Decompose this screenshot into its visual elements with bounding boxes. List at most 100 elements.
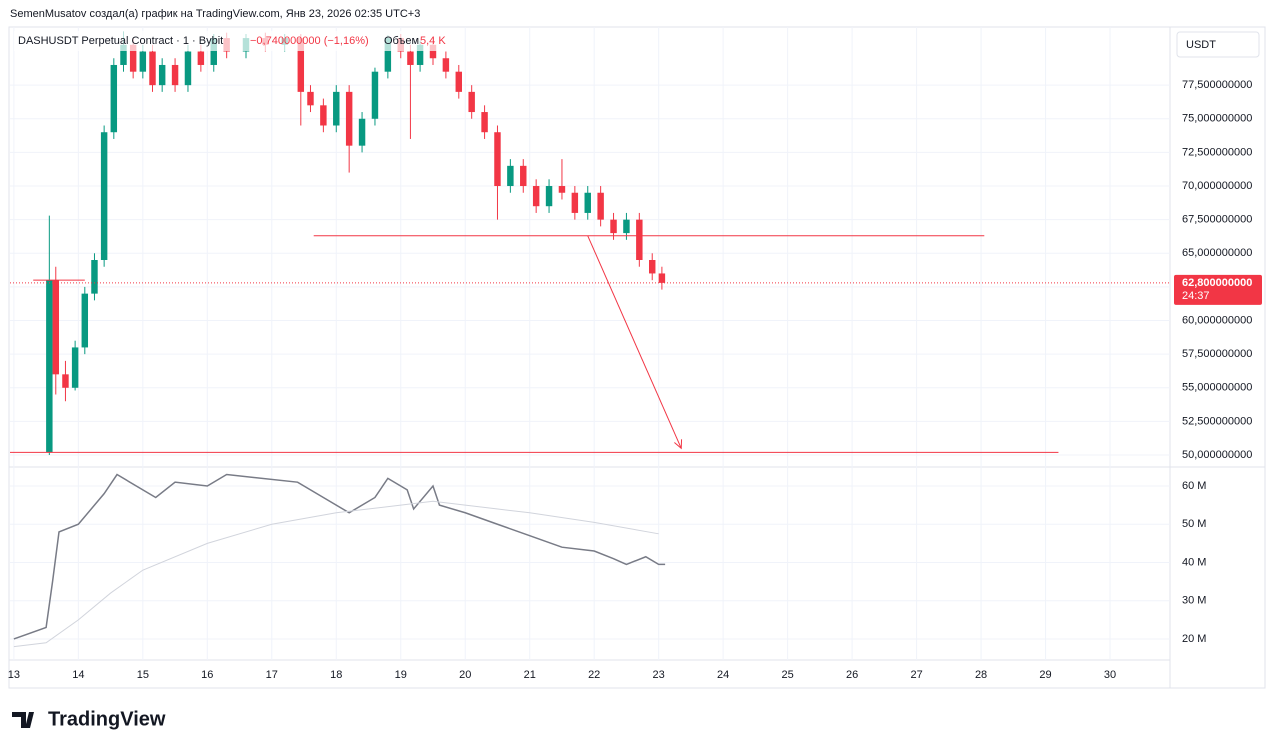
legend-backdrop <box>14 31 459 51</box>
candle-body <box>358 118 366 146</box>
candle-body <box>429 44 437 59</box>
candle-body <box>416 44 424 65</box>
candle-body <box>62 374 69 388</box>
candle-body <box>129 44 137 72</box>
candle-body <box>507 165 514 187</box>
candle-body <box>100 132 108 260</box>
candle-body <box>81 293 89 348</box>
y-tick-label: 50 M <box>1182 518 1206 530</box>
candle-body <box>210 38 217 65</box>
last-price-tag <box>1174 274 1262 305</box>
y-tick-label: 60 M <box>1182 480 1206 492</box>
x-tick-label: 13 <box>8 669 20 681</box>
x-tick-label: 17 <box>266 669 278 681</box>
y-tick-label: 65,000000000 <box>1182 247 1252 259</box>
y-tick-label: 30 M <box>1182 595 1206 607</box>
candle-body <box>597 192 604 220</box>
candle-body <box>139 51 147 72</box>
candle-body <box>71 347 79 388</box>
y-tick-label: 20 M <box>1182 633 1206 645</box>
candle-body <box>407 51 414 65</box>
x-tick-label: 14 <box>72 669 84 681</box>
candle-body <box>623 219 630 234</box>
candle-body <box>520 165 527 187</box>
frame <box>8 26 1266 689</box>
candle-body <box>120 44 127 65</box>
y-tick-label: 72,500000000 <box>1182 146 1252 158</box>
x-tick-label: 20 <box>459 669 471 681</box>
candle-body <box>333 91 340 126</box>
candle-body <box>636 219 643 260</box>
candle-body <box>468 91 475 113</box>
arrow-head <box>674 439 683 450</box>
legend-volume-label: Объем <box>384 35 419 47</box>
x-tick-label: 23 <box>653 669 665 681</box>
x-tick-label: 29 <box>1039 669 1051 681</box>
candle-body <box>307 91 314 106</box>
x-tick-label: 19 <box>395 669 407 681</box>
y-tick-label: 70,000000000 <box>1182 180 1252 192</box>
y-tick-label: 40 M <box>1182 556 1206 568</box>
candle-body <box>91 260 98 294</box>
candle-body <box>658 273 666 283</box>
indicator-line <box>13 473 666 640</box>
currency[interactable]: USDT <box>1186 39 1216 51</box>
x-tick-label: 27 <box>910 669 922 681</box>
drawing-line <box>587 235 682 449</box>
x-tick-label: 16 <box>201 669 213 681</box>
y-tick-label: 67,500000000 <box>1182 214 1252 226</box>
legend-volume-value: 5,4 K <box>420 35 446 47</box>
candle-body <box>184 51 192 86</box>
candle-body <box>52 280 60 375</box>
y-tick-label: 55,000000000 <box>1182 382 1252 394</box>
legend-symbol: DASHUSDT Perpetual Contract · 1 · Bybit <box>18 35 223 47</box>
candle-body <box>320 105 327 126</box>
y-tick-label: 75,000000000 <box>1182 113 1252 125</box>
candle-body <box>455 71 463 92</box>
currency-button[interactable] <box>1176 31 1260 58</box>
indicator-line <box>13 500 659 648</box>
y-tick-label: 52,500000000 <box>1182 415 1252 427</box>
x-tick-label: 18 <box>330 669 342 681</box>
y-tick-label: 50,000000000 <box>1182 449 1252 461</box>
last-price-label: 62,800000000 <box>1182 277 1252 289</box>
logo-text: TradingView <box>48 708 166 730</box>
candle-body <box>571 192 579 213</box>
candle-body <box>171 64 179 86</box>
candle-body <box>558 186 566 193</box>
candle-body <box>158 64 166 86</box>
logo-icon <box>12 712 34 728</box>
logo: TradingView <box>12 708 166 730</box>
candle-body <box>110 64 118 133</box>
candle-body <box>345 91 353 146</box>
x-tick-label: 26 <box>846 669 858 681</box>
x-tick-label: 21 <box>524 669 536 681</box>
legend-change: −0,740000000 (−1,16%) <box>250 35 369 47</box>
x-tick-label: 28 <box>975 669 987 681</box>
candle-body <box>610 219 617 234</box>
candle-body <box>149 51 156 86</box>
candle-body <box>46 280 53 453</box>
x-tick-label: 22 <box>588 669 600 681</box>
candle-body <box>442 58 450 72</box>
candle-body <box>648 260 656 274</box>
x-tick-label: 30 <box>1104 669 1116 681</box>
candle-body <box>532 186 540 207</box>
countdown: 24:37 <box>1182 290 1210 302</box>
x-tick-label: 25 <box>782 669 794 681</box>
candle-body <box>384 38 392 72</box>
candle-body <box>197 51 205 65</box>
candle-body <box>481 112 488 133</box>
candle-body <box>494 132 501 187</box>
x-tick-label: 15 <box>137 669 149 681</box>
candle-body <box>371 71 379 119</box>
candle-body <box>297 38 305 92</box>
y-tick-label: 77,500000000 <box>1182 79 1252 91</box>
y-tick-label: 60,000000000 <box>1182 314 1252 326</box>
x-tick-label: 24 <box>717 669 729 681</box>
header-title: SemenMusatov создал(а) график на Trading… <box>10 8 420 20</box>
candle-body <box>545 186 553 207</box>
y-tick-label: 57,500000000 <box>1182 348 1252 360</box>
